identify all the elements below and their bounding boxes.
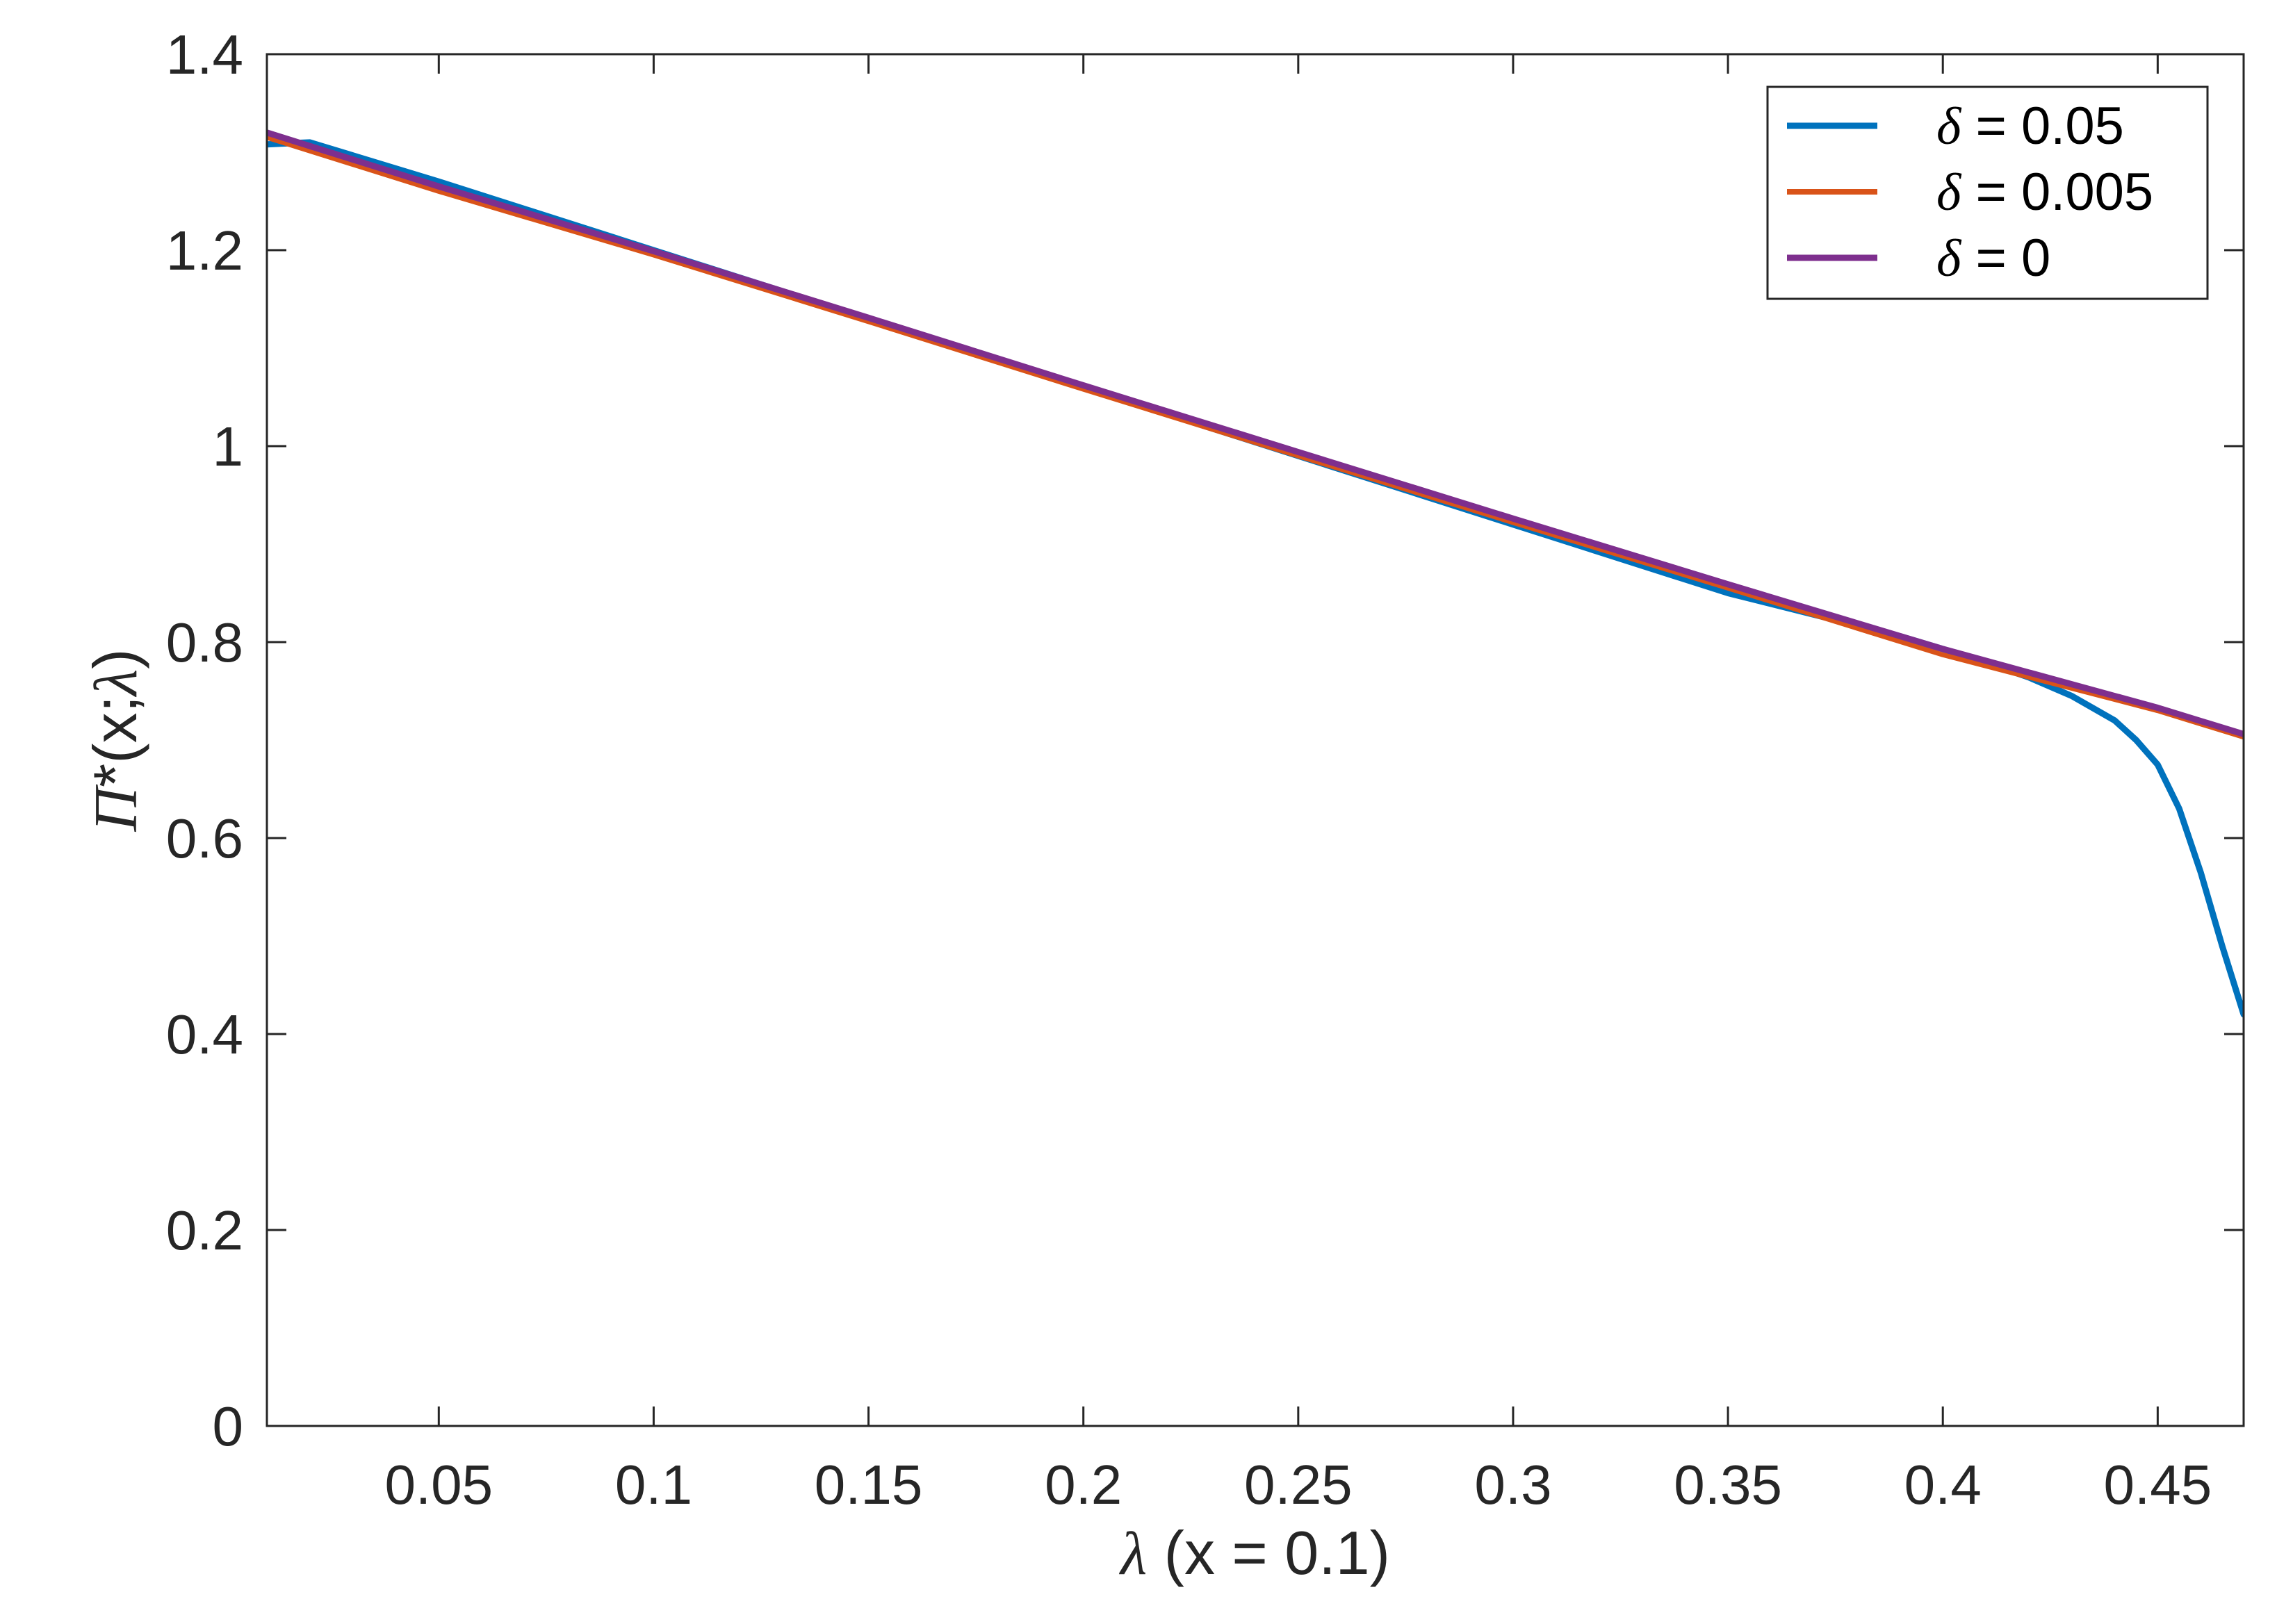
ticks-layer [267, 53, 2244, 1427]
y-axis-label: Π*(x;λ) [81, 649, 150, 832]
y-tick-label: 1.2 [166, 220, 243, 281]
y-tick-label: 0.4 [166, 1003, 243, 1065]
legend: δ = 0.05 δ = 0.005 δ = 0 [1766, 85, 2209, 300]
y-tick-label: 0 [213, 1395, 244, 1457]
svg-text:Π*(x;λ): Π*(x;λ) [81, 649, 150, 832]
y-tick-label: 0.2 [166, 1199, 243, 1261]
tick-labels: 0.05 0.1 0.15 0.2 0.25 0.3 0.35 0.4 0.45 0 0.2 0.4 0… [166, 24, 2212, 1516]
y-tick-label: 0.6 [166, 807, 243, 869]
y-tick-label: 1.4 [166, 24, 243, 85]
x-tick-label: 0.05 [384, 1454, 493, 1516]
x-tick-label: 0.2 [1045, 1454, 1122, 1516]
legend-label-2: δ = 0.005 [1936, 163, 2153, 222]
x-tick-label: 0.25 [1244, 1454, 1353, 1516]
x-tick-label: 0.1 [615, 1454, 692, 1516]
x-tick-label: 0.15 [815, 1454, 923, 1516]
legend-label-3: δ = 0 [1936, 229, 2050, 288]
x-tick-label: 0.45 [2103, 1454, 2212, 1516]
series-layer [267, 129, 2244, 1018]
x-tick-label: 0.35 [1674, 1454, 1782, 1516]
y-tick-label: 0.8 [166, 612, 243, 673]
x-tick-label: 0.4 [1904, 1454, 1982, 1516]
plot-frame [266, 53, 2245, 1427]
series-line-2 [267, 135, 2244, 740]
x-tick-label: 0.3 [1474, 1454, 1551, 1516]
y-tick-label: 1 [213, 416, 244, 477]
series-line-3 [267, 129, 2244, 737]
legend-label-1: δ = 0.05 [1936, 97, 2124, 156]
x-axis-label: λ (x = 0.1) [1118, 1518, 1390, 1588]
